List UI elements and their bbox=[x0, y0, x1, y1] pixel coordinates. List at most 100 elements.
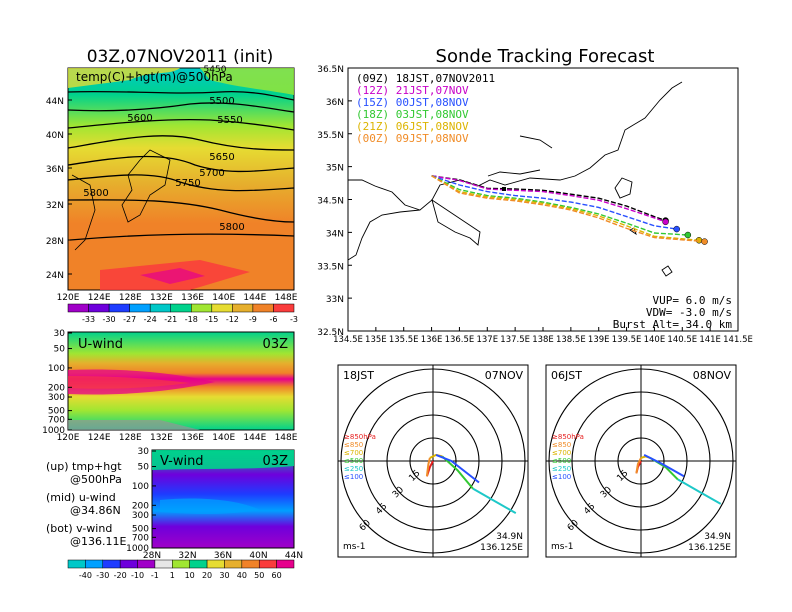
lon-tick-label: 120E bbox=[57, 293, 80, 303]
track-info: VUP= 6.0 m/s VDW= -3.0 m/s Burst Alt= 34… bbox=[613, 294, 733, 331]
pressure-tick-label: 100 bbox=[132, 482, 149, 492]
lat-tick-label: 35.5N bbox=[317, 131, 344, 141]
hodo-line bbox=[435, 453, 480, 484]
colorbar-label: 30 bbox=[219, 571, 229, 580]
track-lat-ticks: 36.5N 36N 35.5N 35N 34.5N 34N 33.5N 33N 32.5N bbox=[317, 65, 352, 338]
colorbar-label: -40 bbox=[79, 571, 92, 580]
lon-tick-label: 140E bbox=[212, 293, 235, 303]
track-line bbox=[431, 175, 700, 241]
colorbar-swatch bbox=[258, 559, 277, 569]
colorbar-label: -24 bbox=[144, 315, 157, 324]
info-burst: Burst Alt= 34.0 km bbox=[613, 318, 733, 331]
pressure-tick-label: 700 bbox=[48, 415, 65, 425]
track-line bbox=[431, 175, 705, 243]
lon-tick-label: 148E bbox=[275, 293, 298, 303]
colorbar-swatch bbox=[232, 303, 254, 313]
track-line bbox=[431, 175, 677, 230]
contour-label: 5500 bbox=[209, 96, 234, 107]
note-up-line1: (up) tmp+hgt bbox=[46, 460, 122, 473]
pressure-tick-label: 300 bbox=[132, 511, 149, 521]
lat-tick-label: 33.5N bbox=[317, 262, 344, 272]
lon-tick-label: 128E bbox=[119, 293, 142, 303]
lat-tick-label: 28N bbox=[46, 237, 64, 247]
lon-tick-label: 141E bbox=[699, 335, 721, 345]
lon-tick-label: 135.5E bbox=[389, 335, 419, 345]
colorbar-label: -20 bbox=[114, 571, 127, 580]
lon-tick-label: 148E bbox=[275, 433, 298, 443]
lon-tick-label: 144E bbox=[243, 433, 266, 443]
legend-entry: (00Z) 09JST,08NOV bbox=[356, 132, 469, 145]
hodo-legend-entry: ≤500 bbox=[344, 457, 363, 465]
legend-entry: (18Z) 03JST,08NOV bbox=[356, 108, 469, 121]
lon-tick-label: 136E bbox=[421, 335, 443, 345]
lat-tick-label: 36.5N bbox=[317, 65, 344, 75]
hodo-line bbox=[472, 487, 517, 514]
burst-marker bbox=[502, 186, 506, 191]
note-mid-line2: @34.86N bbox=[70, 504, 121, 517]
pressure-tick-label: 50 bbox=[138, 463, 150, 473]
upper-map: 5450 5500 5550 5600 5650 5700 5750 5800 … bbox=[67, 65, 295, 291]
colorbar-swatch bbox=[102, 559, 121, 569]
colorbar-swatch bbox=[211, 303, 233, 313]
hodo-line bbox=[677, 478, 722, 505]
u-wind-panel: U-wind 03Z bbox=[67, 331, 295, 431]
v-wind-label: V-wind bbox=[160, 454, 204, 469]
contour-label: 5450 bbox=[204, 65, 227, 75]
lat-tick-label: 35N bbox=[326, 164, 344, 174]
track-series bbox=[431, 175, 708, 245]
hodo-legend-entry: ≤700 bbox=[344, 449, 363, 457]
hodo-unit: ms-1 bbox=[551, 542, 573, 552]
u-wind-time: 03Z bbox=[263, 337, 289, 352]
colorbar-swatch bbox=[273, 303, 295, 313]
hodo-line bbox=[643, 454, 685, 478]
lat-tick-label: 36N bbox=[214, 551, 232, 561]
pressure-tick-label: 300 bbox=[48, 393, 65, 403]
lat-tick-label: 24N bbox=[46, 271, 64, 281]
lon-tick-label: 140E bbox=[212, 433, 235, 443]
colorbar-label: 50 bbox=[254, 571, 264, 580]
hodo-legend-entry: ≤850 bbox=[344, 441, 363, 449]
hodo-legend-entry: ≤250 bbox=[552, 465, 571, 473]
colorbar-swatch bbox=[137, 559, 156, 569]
track-lon-ticks: 134.5E 135E 135.5E 136E 136.5E 137E 137.5E 138E… bbox=[333, 327, 753, 345]
lon-tick-label: 132E bbox=[150, 433, 173, 443]
colorbar-label: -18 bbox=[185, 315, 198, 324]
lon-tick-label: 136E bbox=[181, 433, 204, 443]
lon-tick-label: 136.5E bbox=[445, 335, 475, 345]
pressure-tick-label: 1000 bbox=[42, 426, 65, 436]
legend-entry: (21Z) 06JST,08NOV bbox=[356, 120, 469, 133]
upper-colorbar: -33 -30 -27 -24 -21 -18 -15 -12 -9 -6 -3 bbox=[67, 303, 298, 324]
v-wind-panel: V-wind 03Z bbox=[151, 449, 295, 549]
hodo-legend-entry: ≤250 bbox=[344, 465, 363, 473]
colorbar-label: -10 bbox=[131, 571, 144, 580]
contour-label: 5650 bbox=[209, 152, 234, 163]
track-line bbox=[431, 175, 666, 223]
lon-tick-label: 134.5E bbox=[333, 335, 363, 345]
colorbar-label: -6 bbox=[269, 315, 277, 324]
colorbar-label: 1 bbox=[170, 571, 175, 580]
contour-label: 5800 bbox=[83, 188, 108, 199]
lon-tick-label: 144E bbox=[243, 293, 266, 303]
colorbar-swatch bbox=[154, 559, 173, 569]
contour-label: 5700 bbox=[199, 168, 224, 179]
v-colorbar: -40 -30 -20 -10 -1 1 10 20 30 40 50 60 bbox=[67, 559, 295, 580]
colorbar-swatch bbox=[224, 559, 243, 569]
colorbar-label: -3 bbox=[290, 315, 298, 324]
colorbar-swatch bbox=[252, 303, 274, 313]
colorbar-swatch bbox=[241, 559, 260, 569]
colorbar-swatch bbox=[119, 559, 138, 569]
v-wind-time: 03Z bbox=[263, 454, 289, 469]
lat-tick-label: 34.5N bbox=[317, 197, 344, 207]
colorbar-label: -33 bbox=[82, 315, 95, 324]
lat-tick-label: 40N bbox=[46, 131, 64, 141]
hodo-legend-entry: ≤100 bbox=[344, 473, 363, 481]
colorbar-label: 60 bbox=[272, 571, 282, 580]
u-wind-label: U-wind bbox=[78, 337, 123, 352]
colorbar-swatch bbox=[129, 303, 151, 313]
legend-notes: (up) tmp+hgt @500hPa (mid) u-wind @34.86… bbox=[46, 460, 126, 548]
landing-point bbox=[684, 231, 692, 239]
contour-label: 5800 bbox=[219, 222, 244, 233]
lon-tick-label: 135E bbox=[365, 335, 387, 345]
